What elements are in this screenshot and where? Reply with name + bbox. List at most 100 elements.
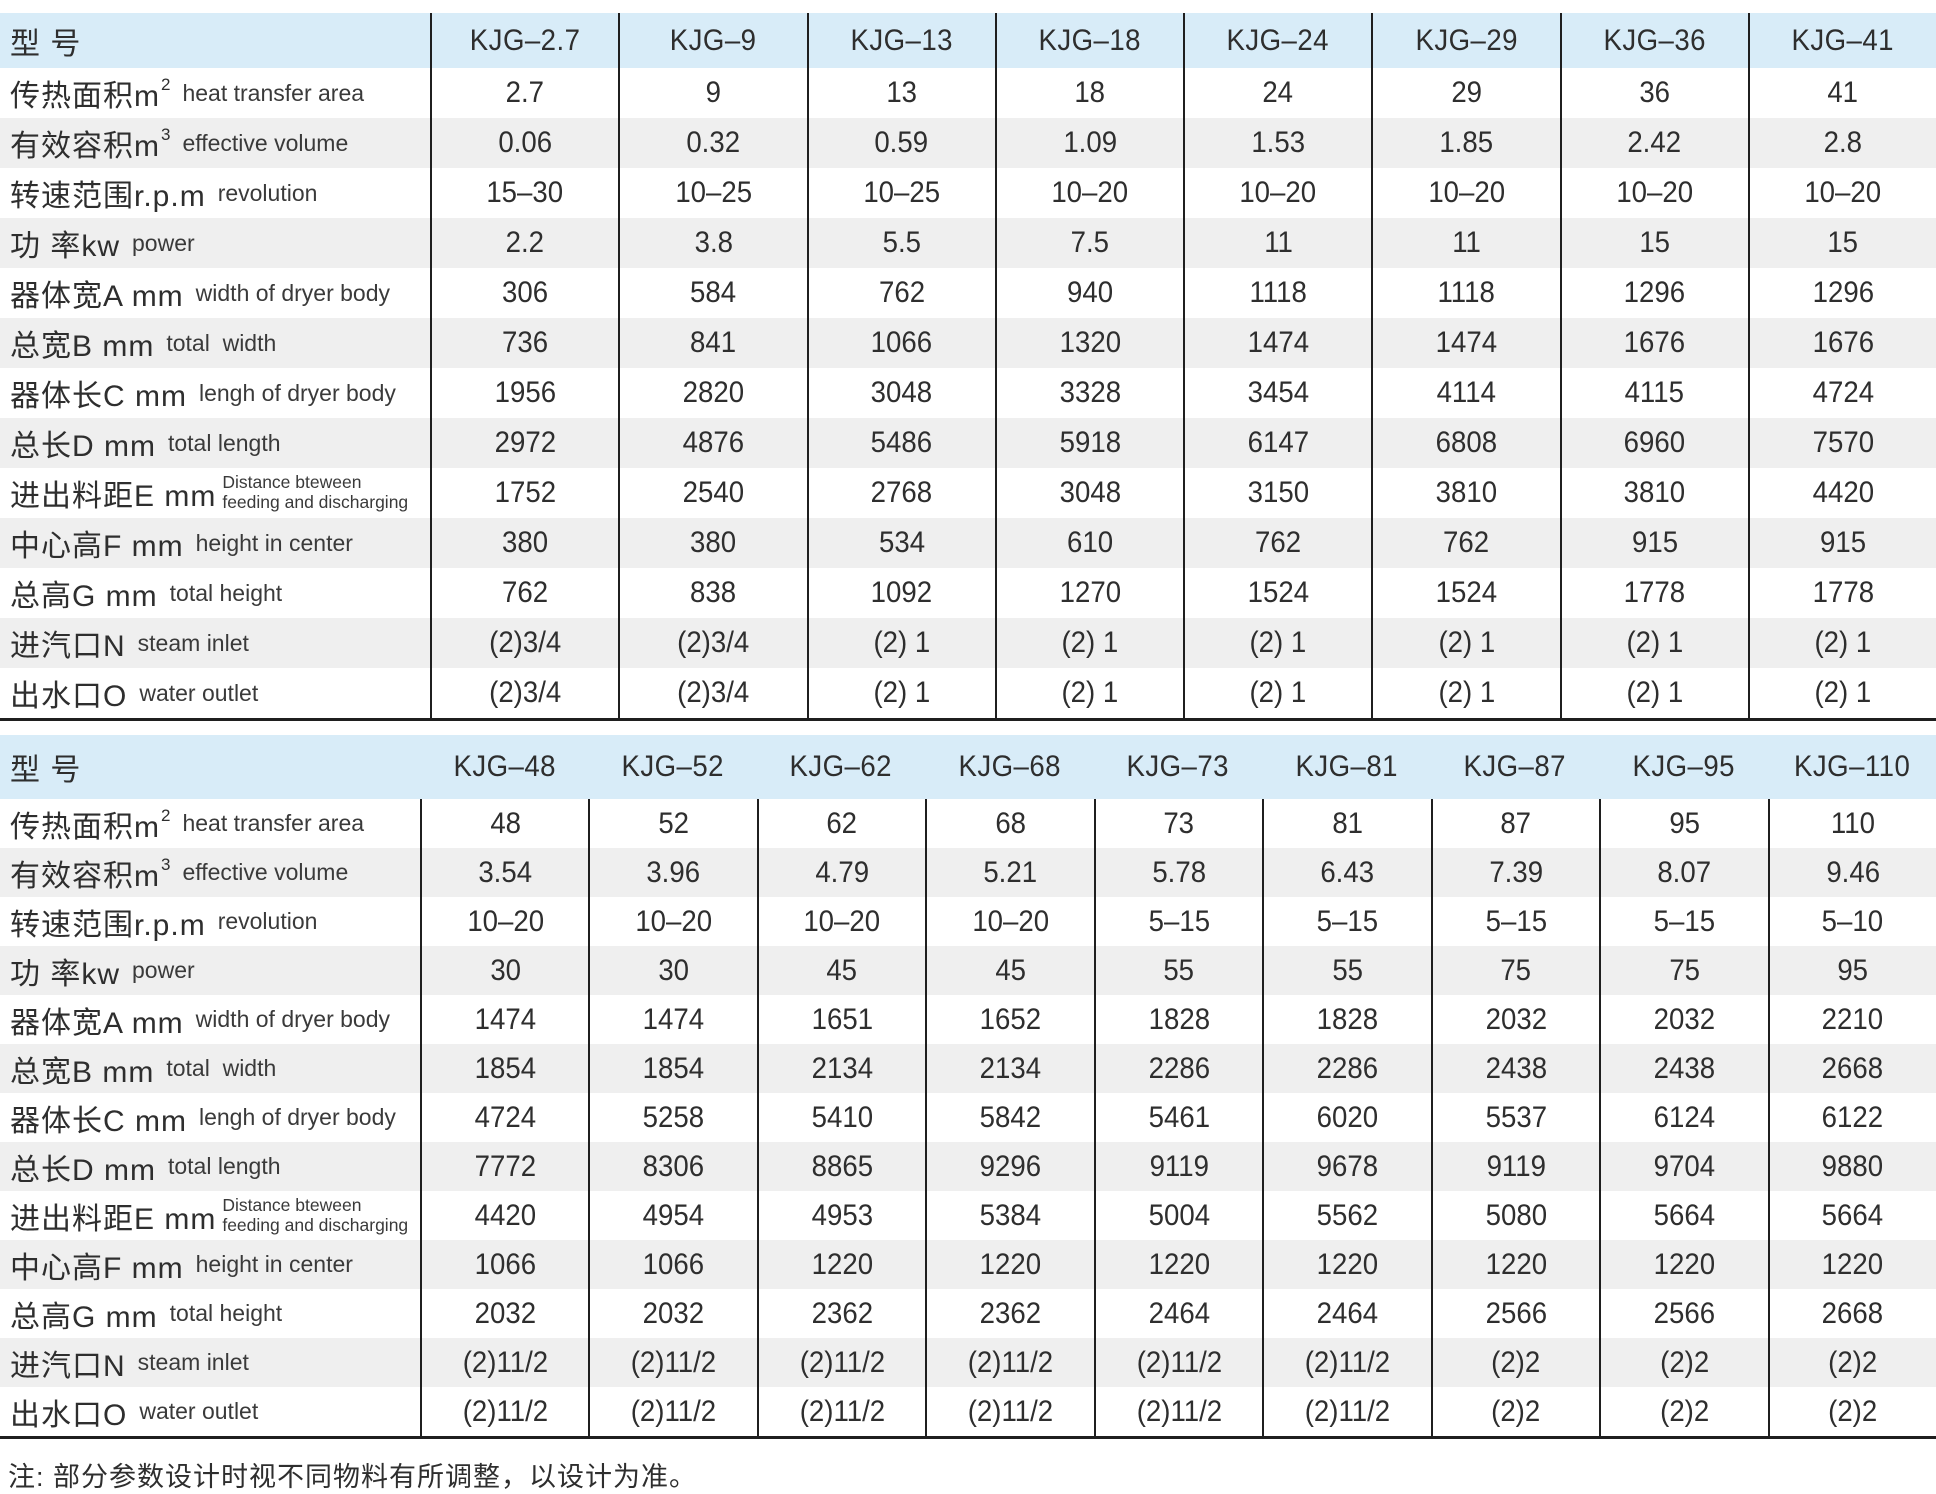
row-label-english: total width xyxy=(166,1055,277,1081)
value-cell: 45 xyxy=(925,946,1093,995)
value-text: 5–15 xyxy=(1148,904,1210,938)
value-text: 5–15 xyxy=(1485,904,1547,938)
model-name: KJG–9 xyxy=(670,23,757,57)
table-body: 传热面积m 2 heat transfer area 48 52 62 68 73 81 87 95… xyxy=(0,799,1936,1436)
table-row: 转速范围r.p.m revolution 15–30 10–25 10–25 10–20 1… xyxy=(0,168,1936,218)
value-text: 762 xyxy=(878,276,925,309)
model-header-cell: KJG–81 xyxy=(1262,735,1430,799)
value-text: 2032 xyxy=(642,1296,705,1330)
value-cell: 5004 xyxy=(1093,1191,1262,1240)
value-cell: 3454 xyxy=(1183,368,1371,418)
value-cell: 1220 xyxy=(925,1240,1093,1289)
value-text: 5461 xyxy=(1148,1100,1210,1134)
value-text: 6020 xyxy=(1316,1100,1379,1134)
value-text: 3454 xyxy=(1247,376,1309,409)
row-label-english: steam inlet xyxy=(137,1349,249,1375)
value-cell: 0.32 xyxy=(618,118,806,168)
value-text: 10–20 xyxy=(1239,176,1317,209)
value-cell: 5664 xyxy=(1767,1191,1936,1240)
row-label-cjk: 器体长C mm xyxy=(10,380,187,413)
value-cell: 1854 xyxy=(588,1044,756,1093)
value-cell: 1066 xyxy=(420,1240,588,1289)
model-header-cell: KJG–62 xyxy=(757,735,925,799)
value-cell: (2) 1 xyxy=(1559,668,1748,718)
value-text: 1474 xyxy=(1247,326,1309,359)
value-text: 0.32 xyxy=(686,126,741,159)
value-text: 11 xyxy=(1452,226,1481,259)
value-cell: 2668 xyxy=(1767,1044,1936,1093)
value-text: (2)11/2 xyxy=(967,1394,1054,1428)
value-cell: 4724 xyxy=(420,1093,588,1142)
value-text: (2)11/2 xyxy=(462,1394,548,1428)
table-row: 总高G mm total height 762 838 1092 1270 1524 1524… xyxy=(0,568,1936,618)
value-cell: 2.7 xyxy=(430,68,618,118)
model-name: KJG–29 xyxy=(1415,23,1518,57)
value-cell: 762 xyxy=(806,268,995,318)
value-text: 1524 xyxy=(1435,576,1498,609)
value-cell: 11 xyxy=(1183,218,1371,268)
value-cell: 1118 xyxy=(1183,268,1371,318)
value-cell: (2)3/4 xyxy=(430,618,618,668)
value-text: 2820 xyxy=(682,376,745,409)
value-cell: (2) 1 xyxy=(1559,618,1748,668)
value-text: 6.43 xyxy=(1320,855,1375,889)
value-text: (2)11/2 xyxy=(630,1345,717,1379)
value-text: 29 xyxy=(1451,76,1482,109)
value-text: 5664 xyxy=(1653,1198,1716,1232)
row-label-english: total height xyxy=(169,579,283,606)
value-text: 4954 xyxy=(642,1198,705,1232)
value-cell: (2)11/2 xyxy=(1093,1338,1262,1387)
value-cell: 9 xyxy=(618,68,806,118)
row-label-english: lengh of dryer body xyxy=(198,1104,396,1130)
value-cell: 584 xyxy=(618,268,806,318)
value-cell: (2)11/2 xyxy=(1262,1338,1430,1387)
row-label-cjk: 总宽B mm xyxy=(10,1055,155,1089)
value-cell: 10–20 xyxy=(420,897,588,946)
row-label-english: water outlet xyxy=(139,1398,259,1424)
value-cell: 10–20 xyxy=(1371,168,1559,218)
value-cell: 534 xyxy=(806,518,995,568)
value-text: 4876 xyxy=(682,426,745,459)
model-header-cell: KJG–13 xyxy=(806,13,995,68)
table-row: 有效容积m 3 effective volume 3.54 3.96 4.79 5.21 5.… xyxy=(0,848,1936,897)
value-text: 1092 xyxy=(870,576,933,609)
row-label-english: total length xyxy=(167,429,281,456)
value-text: (2)11/2 xyxy=(1136,1345,1222,1379)
value-text: 2438 xyxy=(1653,1051,1716,1085)
table-row: 有效容积m 3 effective volume 0.06 0.32 0.59 1.09 1.… xyxy=(0,118,1936,168)
value-text: 5.21 xyxy=(983,855,1038,889)
model-header-cell: KJG–52 xyxy=(588,735,756,799)
value-cell: 1652 xyxy=(925,995,1093,1044)
value-cell: 1676 xyxy=(1747,318,1936,368)
row-label: 转速范围r.p.m revolution xyxy=(0,897,420,946)
value-text: 2464 xyxy=(1316,1296,1379,1330)
value-cell: 87 xyxy=(1430,799,1599,848)
value-cell: 9704 xyxy=(1599,1142,1767,1191)
value-cell: 9119 xyxy=(1093,1142,1262,1191)
value-cell: 45 xyxy=(756,946,925,995)
value-text: 4115 xyxy=(1624,376,1685,409)
value-cell: (2)2 xyxy=(1430,1338,1599,1387)
value-cell: (2) 1 xyxy=(806,618,995,668)
value-cell: 1296 xyxy=(1559,268,1748,318)
row-label: 进汽口N steam inlet xyxy=(0,1338,420,1387)
value-cell: 6147 xyxy=(1183,418,1371,468)
row-label: 进汽口N steam inlet xyxy=(0,618,430,668)
row-label-english: Distance bteween feeding and discharging xyxy=(222,472,409,512)
row-label-english: total length xyxy=(167,1153,281,1179)
value-cell: 2768 xyxy=(806,468,995,518)
value-text: 5–15 xyxy=(1316,904,1379,938)
table-row: 进出料距E mm Distance bteween feeding and disc… xyxy=(0,468,1936,518)
row-label-cjk: 总高G mm xyxy=(10,580,158,613)
row-label: 总高G mm total height xyxy=(0,568,430,618)
value-text: 13 xyxy=(886,76,917,109)
value-cell: 55 xyxy=(1093,946,1262,995)
value-cell: 6960 xyxy=(1559,418,1748,468)
value-cell: (2)2 xyxy=(1430,1387,1599,1436)
value-cell: (2)11/2 xyxy=(1262,1387,1430,1436)
value-text: 48 xyxy=(489,806,521,840)
value-text: 7772 xyxy=(474,1149,536,1183)
value-text: 6147 xyxy=(1247,426,1309,459)
value-cell: 13 xyxy=(806,68,995,118)
row-label-english: total height xyxy=(169,1300,283,1326)
